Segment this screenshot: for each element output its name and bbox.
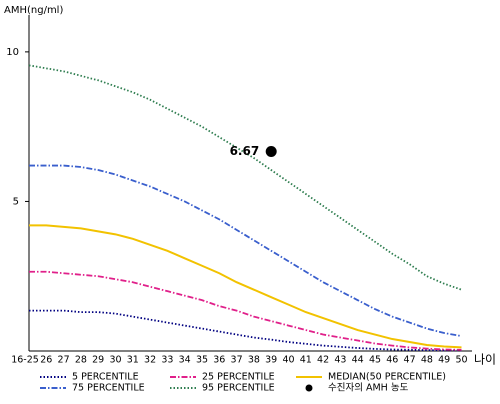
x-tick-label: 16-25 [11,355,39,366]
legend-label: 25 PERCENTILE [202,372,275,383]
legend-label: 95 PERCENTILE [202,383,275,394]
x-tick-label: 38 [248,355,260,366]
x-axis-label: 나이 [474,353,496,367]
legend-swatch [305,384,313,392]
x-tick-label: 36 [213,355,225,366]
x-tick-label: 48 [421,355,433,366]
x-tick-label: 40 [282,355,294,366]
series-line [29,224,462,349]
series-line [28,64,462,291]
x-tick-label: 42 [317,355,329,366]
legend-label: 75 PERCENTILE [72,383,145,394]
legend-label: 수진자의 AMH 농도 [328,383,409,394]
x-tick-label: 30 [109,355,121,366]
y-axis-label: AMH(ng/ml) [4,5,63,16]
x-tick-label: 29 [92,355,104,366]
y-tick-label: 5 [13,196,19,207]
x-tick-label: 33 [161,355,173,366]
legend-label: MEDIAN(50 PERCENTILE) [328,372,446,383]
x-tick-label: 47 [404,355,416,366]
series-line [29,164,462,337]
x-tick-label: 49 [438,355,450,366]
x-tick-label: 37 [231,355,243,366]
x-tick-label: 41 [300,355,312,366]
x-tick-label: 34 [179,355,191,366]
point-label: 6.67 [230,144,260,158]
x-tick-label: 46 [386,355,398,366]
x-tick-label: 26 [40,355,52,366]
x-tick-label: 32 [144,355,156,366]
legend-label: 5 PERCENTILE [72,372,139,383]
x-tick-label: 28 [75,355,87,366]
series-line [29,309,462,352]
x-tick-label: 45 [369,355,381,366]
y-tick-label: 10 [6,47,19,58]
series-line [29,270,462,351]
x-tick-label: 50 [455,355,467,366]
x-tick-label: 31 [127,355,139,366]
x-tick-label: 35 [196,355,208,366]
x-tick-label: 39 [265,355,277,366]
point [265,145,277,157]
x-tick-label: 44 [352,355,364,366]
x-tick-label: 43 [334,355,346,366]
x-tick-label: 27 [58,355,70,366]
